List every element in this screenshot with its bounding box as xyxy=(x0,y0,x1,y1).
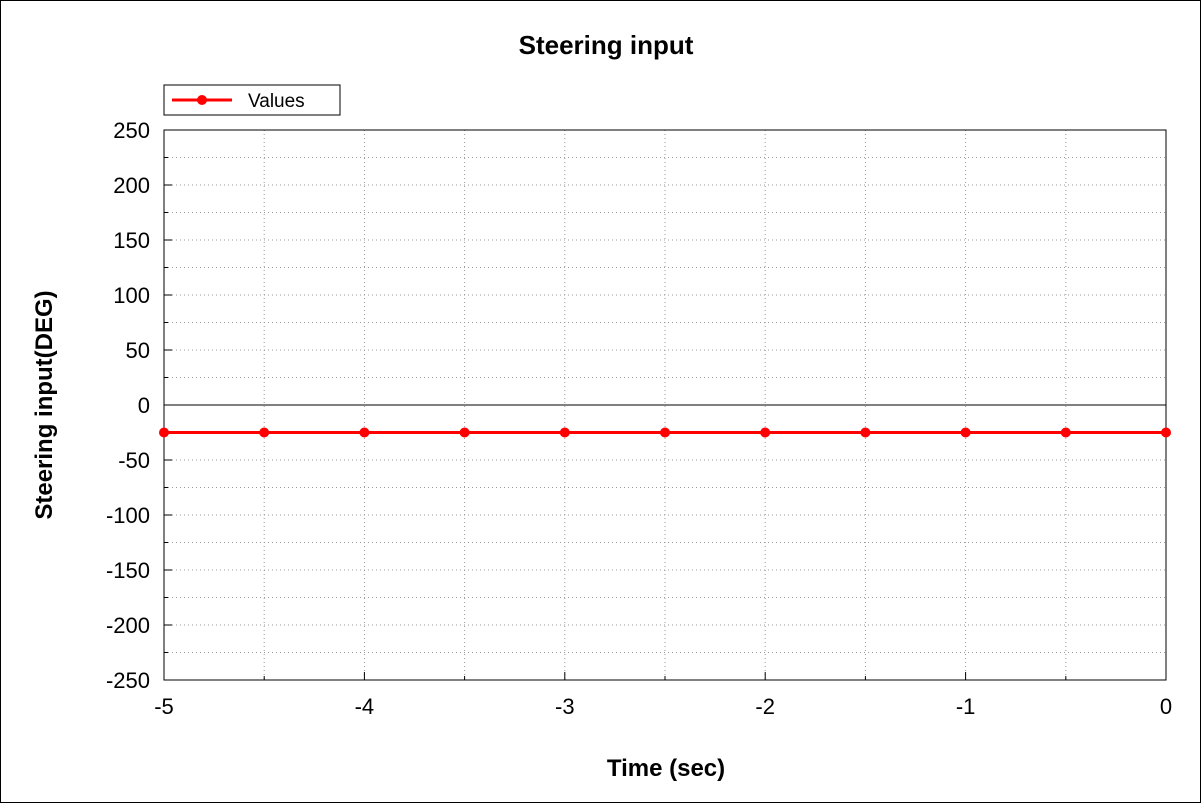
x-tick-label: -5 xyxy=(154,694,174,719)
x-tick-label: -1 xyxy=(956,694,976,719)
legend: Values xyxy=(163,84,341,116)
data-point xyxy=(1060,427,1071,438)
y-tick-label: -150 xyxy=(106,558,150,583)
data-point xyxy=(359,427,370,438)
data-point xyxy=(259,427,270,438)
data-point xyxy=(660,427,670,438)
chart-title: Steering input xyxy=(519,30,694,60)
data-point xyxy=(459,427,470,438)
series-values xyxy=(159,427,1171,438)
data-point xyxy=(159,427,169,438)
y-tick-label: 0 xyxy=(138,393,150,418)
x-tick-label: 0 xyxy=(1160,694,1172,719)
data-point xyxy=(960,427,971,438)
legend-label-values: Values xyxy=(248,91,305,112)
x-axis-label: Time (sec) xyxy=(607,755,725,782)
legend-marker-values xyxy=(197,95,207,105)
y-tick-label: 50 xyxy=(126,338,150,363)
x-tick-label: -2 xyxy=(755,694,775,719)
y-tick-label: -100 xyxy=(106,503,150,528)
y-tick-label: 100 xyxy=(113,283,150,308)
y-axis-label: Steering input(DEG) xyxy=(31,290,58,519)
y-tick-label: -200 xyxy=(106,613,150,638)
data-point xyxy=(1161,427,1171,438)
x-tick-label: -3 xyxy=(555,694,575,719)
y-tick-label: 150 xyxy=(113,228,150,253)
x-tick-label: -4 xyxy=(355,694,375,719)
y-tick-label: -250 xyxy=(106,668,150,693)
data-point xyxy=(559,427,570,438)
y-tick-label: 250 xyxy=(113,118,150,143)
tick-labels: 250 200 150 100 50 0 -50 -100 -150 -200 -250-5 -4 -3… xyxy=(106,118,1172,719)
y-tick-label: -50 xyxy=(118,448,150,473)
y-tick-label: 200 xyxy=(113,173,150,198)
data-point xyxy=(860,427,871,438)
data-point xyxy=(760,427,771,438)
